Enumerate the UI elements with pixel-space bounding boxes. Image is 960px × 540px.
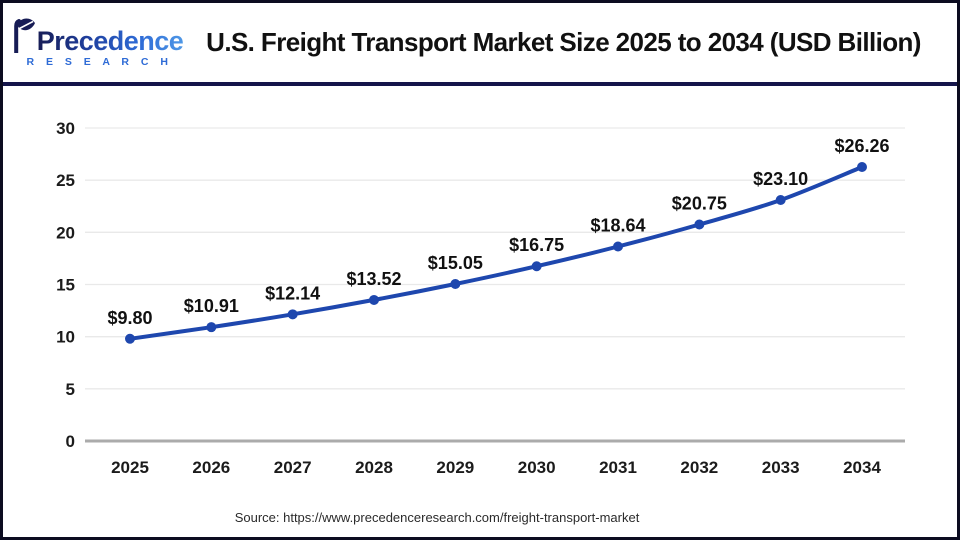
y-tick-label: 0 (66, 432, 75, 451)
y-tick-label: 30 (56, 119, 75, 138)
chart-area: 0 5 10 15 20 25 30 2025 2026 2027 2028 2029 2030 2031… (3, 86, 957, 498)
chart-title: U.S. Freight Transport Market Size 2025 … (206, 27, 921, 57)
x-tick-label: 2033 (762, 458, 800, 477)
x-tick-label: 2025 (111, 458, 149, 477)
header: Precedence R E S E A R C H U.S. Freight … (3, 3, 957, 86)
x-tick-label: 2027 (274, 458, 312, 477)
logo-row: Precedence (12, 17, 184, 55)
data-point-label: $10.91 (184, 296, 239, 316)
data-point[interactable] (775, 194, 786, 205)
x-tick-label: 2029 (436, 458, 474, 477)
data-point-label: $9.80 (107, 308, 152, 328)
y-tick-label: 25 (56, 171, 75, 190)
precedence-logo: Precedence R E S E A R C H (3, 17, 184, 68)
data-point[interactable] (857, 162, 867, 173)
x-tick-label: 2032 (680, 458, 718, 477)
x-tick-label: 2034 (843, 458, 881, 477)
data-point-label: $20.75 (672, 194, 727, 214)
data-point-label: $26.26 (834, 136, 889, 156)
data-point-label: $23.10 (753, 169, 808, 189)
data-point[interactable] (125, 333, 135, 344)
x-tick-label: 2030 (518, 458, 556, 477)
source-text: Source: https://www.precedenceresearch.c… (234, 510, 640, 525)
data-point[interactable] (369, 294, 379, 305)
data-point[interactable] (613, 241, 623, 252)
data-point[interactable] (531, 261, 542, 272)
data-point-label: $12.14 (265, 283, 320, 303)
logo-wordmark: Precedence (36, 26, 184, 56)
series-line (128, 165, 864, 341)
y-tick-label: 10 (56, 328, 75, 347)
leaf-p-logo-icon (13, 18, 35, 53)
data-point-label: $15.05 (428, 253, 483, 273)
data-point-label: $16.75 (509, 235, 564, 255)
data-point-label: $13.52 (346, 269, 401, 289)
y-tick-label: 5 (66, 380, 75, 399)
x-tick-label: 2028 (355, 458, 393, 477)
data-point[interactable] (450, 278, 461, 289)
x-tick-label: 2026 (192, 458, 230, 477)
data-point-label: $18.64 (590, 216, 645, 236)
data-point[interactable] (694, 219, 705, 230)
logo-subtitle: R E S E A R C H (26, 56, 173, 68)
data-point[interactable] (287, 309, 298, 320)
x-tick-label: 2031 (599, 458, 637, 477)
y-tick-label: 20 (56, 223, 75, 242)
data-point[interactable] (206, 322, 217, 333)
y-tick-label: 15 (56, 276, 75, 295)
